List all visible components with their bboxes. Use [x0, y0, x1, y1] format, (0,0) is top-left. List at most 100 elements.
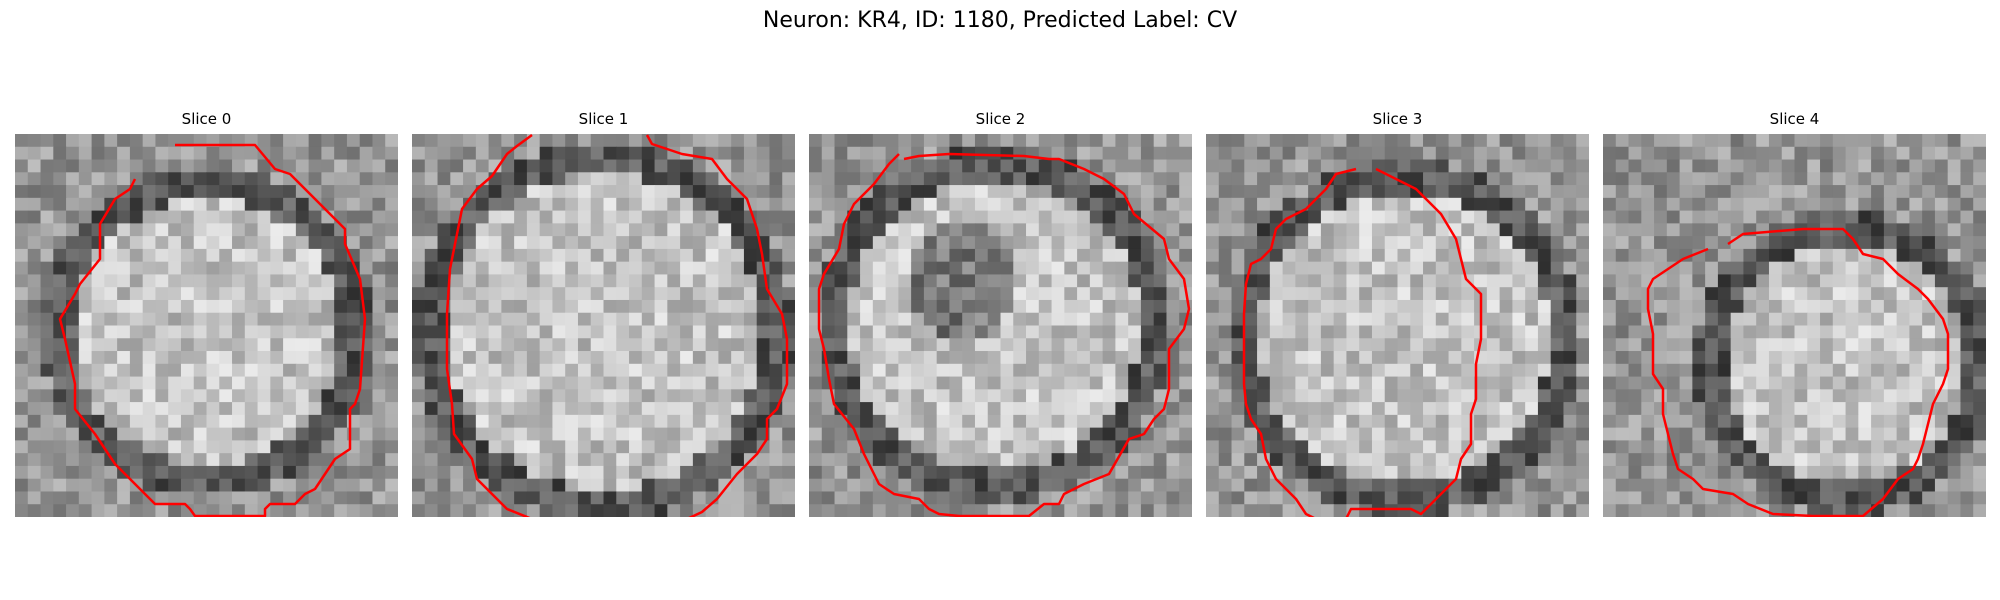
pixel-tile — [1576, 465, 1589, 480]
pixel-tile — [1218, 197, 1233, 212]
pixel-tile — [705, 172, 719, 186]
pixel-tile — [1934, 338, 1949, 352]
pixel-tile — [641, 427, 656, 441]
pixel-tile — [1115, 134, 1129, 148]
pixel-tile — [898, 402, 912, 416]
pixel-tile — [1654, 287, 1668, 301]
pixel-tile — [1359, 414, 1373, 429]
pixel-tile — [1563, 248, 1577, 263]
slice-title: Slice 1 — [578, 110, 629, 128]
pixel-tile — [731, 338, 745, 352]
pixel-tile — [1654, 427, 1668, 441]
pixel-tile — [1499, 248, 1513, 263]
pixel-tile — [437, 338, 451, 352]
pixel-tile — [603, 453, 617, 467]
pixel-tile — [885, 325, 899, 339]
pixel-tile — [1641, 159, 1655, 173]
pixel-tile — [911, 465, 925, 480]
pixel-tile — [1896, 478, 1910, 492]
pixel-tile — [1973, 159, 1986, 173]
pixel-tile — [424, 376, 439, 390]
pixel-tile — [1781, 427, 1795, 441]
pixel-tile — [1206, 414, 1220, 429]
pixel-tile — [1320, 159, 1335, 173]
pixel-tile — [1102, 440, 1116, 454]
pixel-tile — [1128, 389, 1142, 403]
pixel-tile — [756, 338, 770, 352]
pixel-tile — [1973, 453, 1986, 467]
pixel-tile — [1499, 172, 1513, 186]
pixel-tile — [1051, 210, 1065, 224]
pixel-tile — [372, 287, 386, 301]
pixel-tile — [295, 159, 310, 173]
pixel-tile — [1102, 414, 1116, 429]
pixel-tile — [1756, 491, 1770, 505]
pixel-tile — [232, 210, 246, 224]
pixel-tile — [667, 236, 681, 250]
pixel-tile — [1692, 197, 1706, 212]
pixel-tile — [1807, 325, 1821, 339]
pixel-tile — [1295, 402, 1309, 416]
pixel-tile — [1486, 312, 1501, 326]
pixel-tile — [577, 197, 592, 212]
pixel-tile — [142, 197, 156, 212]
pixel-tile — [488, 274, 502, 288]
pixel-tile — [1461, 248, 1475, 263]
pixel-tile — [1615, 504, 1630, 517]
pixel-tile — [705, 287, 719, 301]
pixel-tile — [15, 134, 29, 148]
pixel-tile — [1218, 146, 1233, 161]
pixel-tile — [1654, 134, 1668, 148]
pixel-tile — [1756, 363, 1770, 378]
pixel-tile — [1679, 172, 1693, 186]
pixel-tile — [117, 223, 131, 237]
pixel-tile — [539, 363, 553, 378]
pixel-tile — [1820, 236, 1834, 250]
pixel-tile — [1947, 504, 1961, 517]
pixel-tile — [1768, 172, 1783, 186]
pixel-tile — [372, 453, 386, 467]
pixel-tile — [1115, 197, 1129, 212]
pixel-tile — [385, 248, 398, 263]
pixel-tile — [1115, 491, 1129, 505]
pixel-tile — [603, 312, 617, 326]
pixel-tile — [1140, 338, 1155, 352]
pixel-tile — [1486, 376, 1501, 390]
pixel-tile — [257, 261, 271, 275]
pixel-tile — [667, 172, 681, 186]
pixel-tile — [1883, 465, 1898, 480]
pixel-tile — [1026, 185, 1040, 199]
pixel-tile — [1960, 197, 1974, 212]
pixel-tile — [962, 210, 976, 224]
pixel-tile — [1871, 351, 1885, 365]
pixel-tile — [1179, 236, 1192, 250]
pixel-tile — [731, 504, 745, 517]
pixel-tile — [257, 210, 271, 224]
pixel-tile — [1026, 223, 1040, 237]
pixel-tile — [1603, 338, 1617, 352]
pixel-tile — [1486, 248, 1501, 263]
pixel-tile — [1102, 185, 1116, 199]
pixel-tile — [987, 504, 1001, 517]
pixel-tile — [66, 223, 80, 237]
pixel-tile — [667, 197, 681, 212]
pixel-tile — [321, 287, 335, 301]
pixel-tile — [898, 478, 912, 492]
pixel-tile — [667, 363, 681, 378]
pixel-tile — [898, 465, 912, 480]
pixel-tile — [104, 146, 118, 161]
pixel-tile — [1871, 363, 1885, 378]
pixel-tile — [1550, 146, 1564, 161]
pixel-tile — [1140, 299, 1155, 314]
pixel-tile — [27, 427, 42, 441]
pixel-tile — [412, 414, 426, 429]
pixel-tile — [1384, 440, 1398, 454]
pixel-tile — [1461, 210, 1475, 224]
pixel-tile — [78, 491, 93, 505]
pixel-tile — [680, 376, 694, 390]
pixel-tile — [1089, 427, 1104, 441]
pixel-tile — [168, 185, 182, 199]
pixel-tile — [1550, 248, 1564, 263]
pixel-tile — [616, 274, 630, 288]
pixel-tile — [283, 363, 297, 378]
